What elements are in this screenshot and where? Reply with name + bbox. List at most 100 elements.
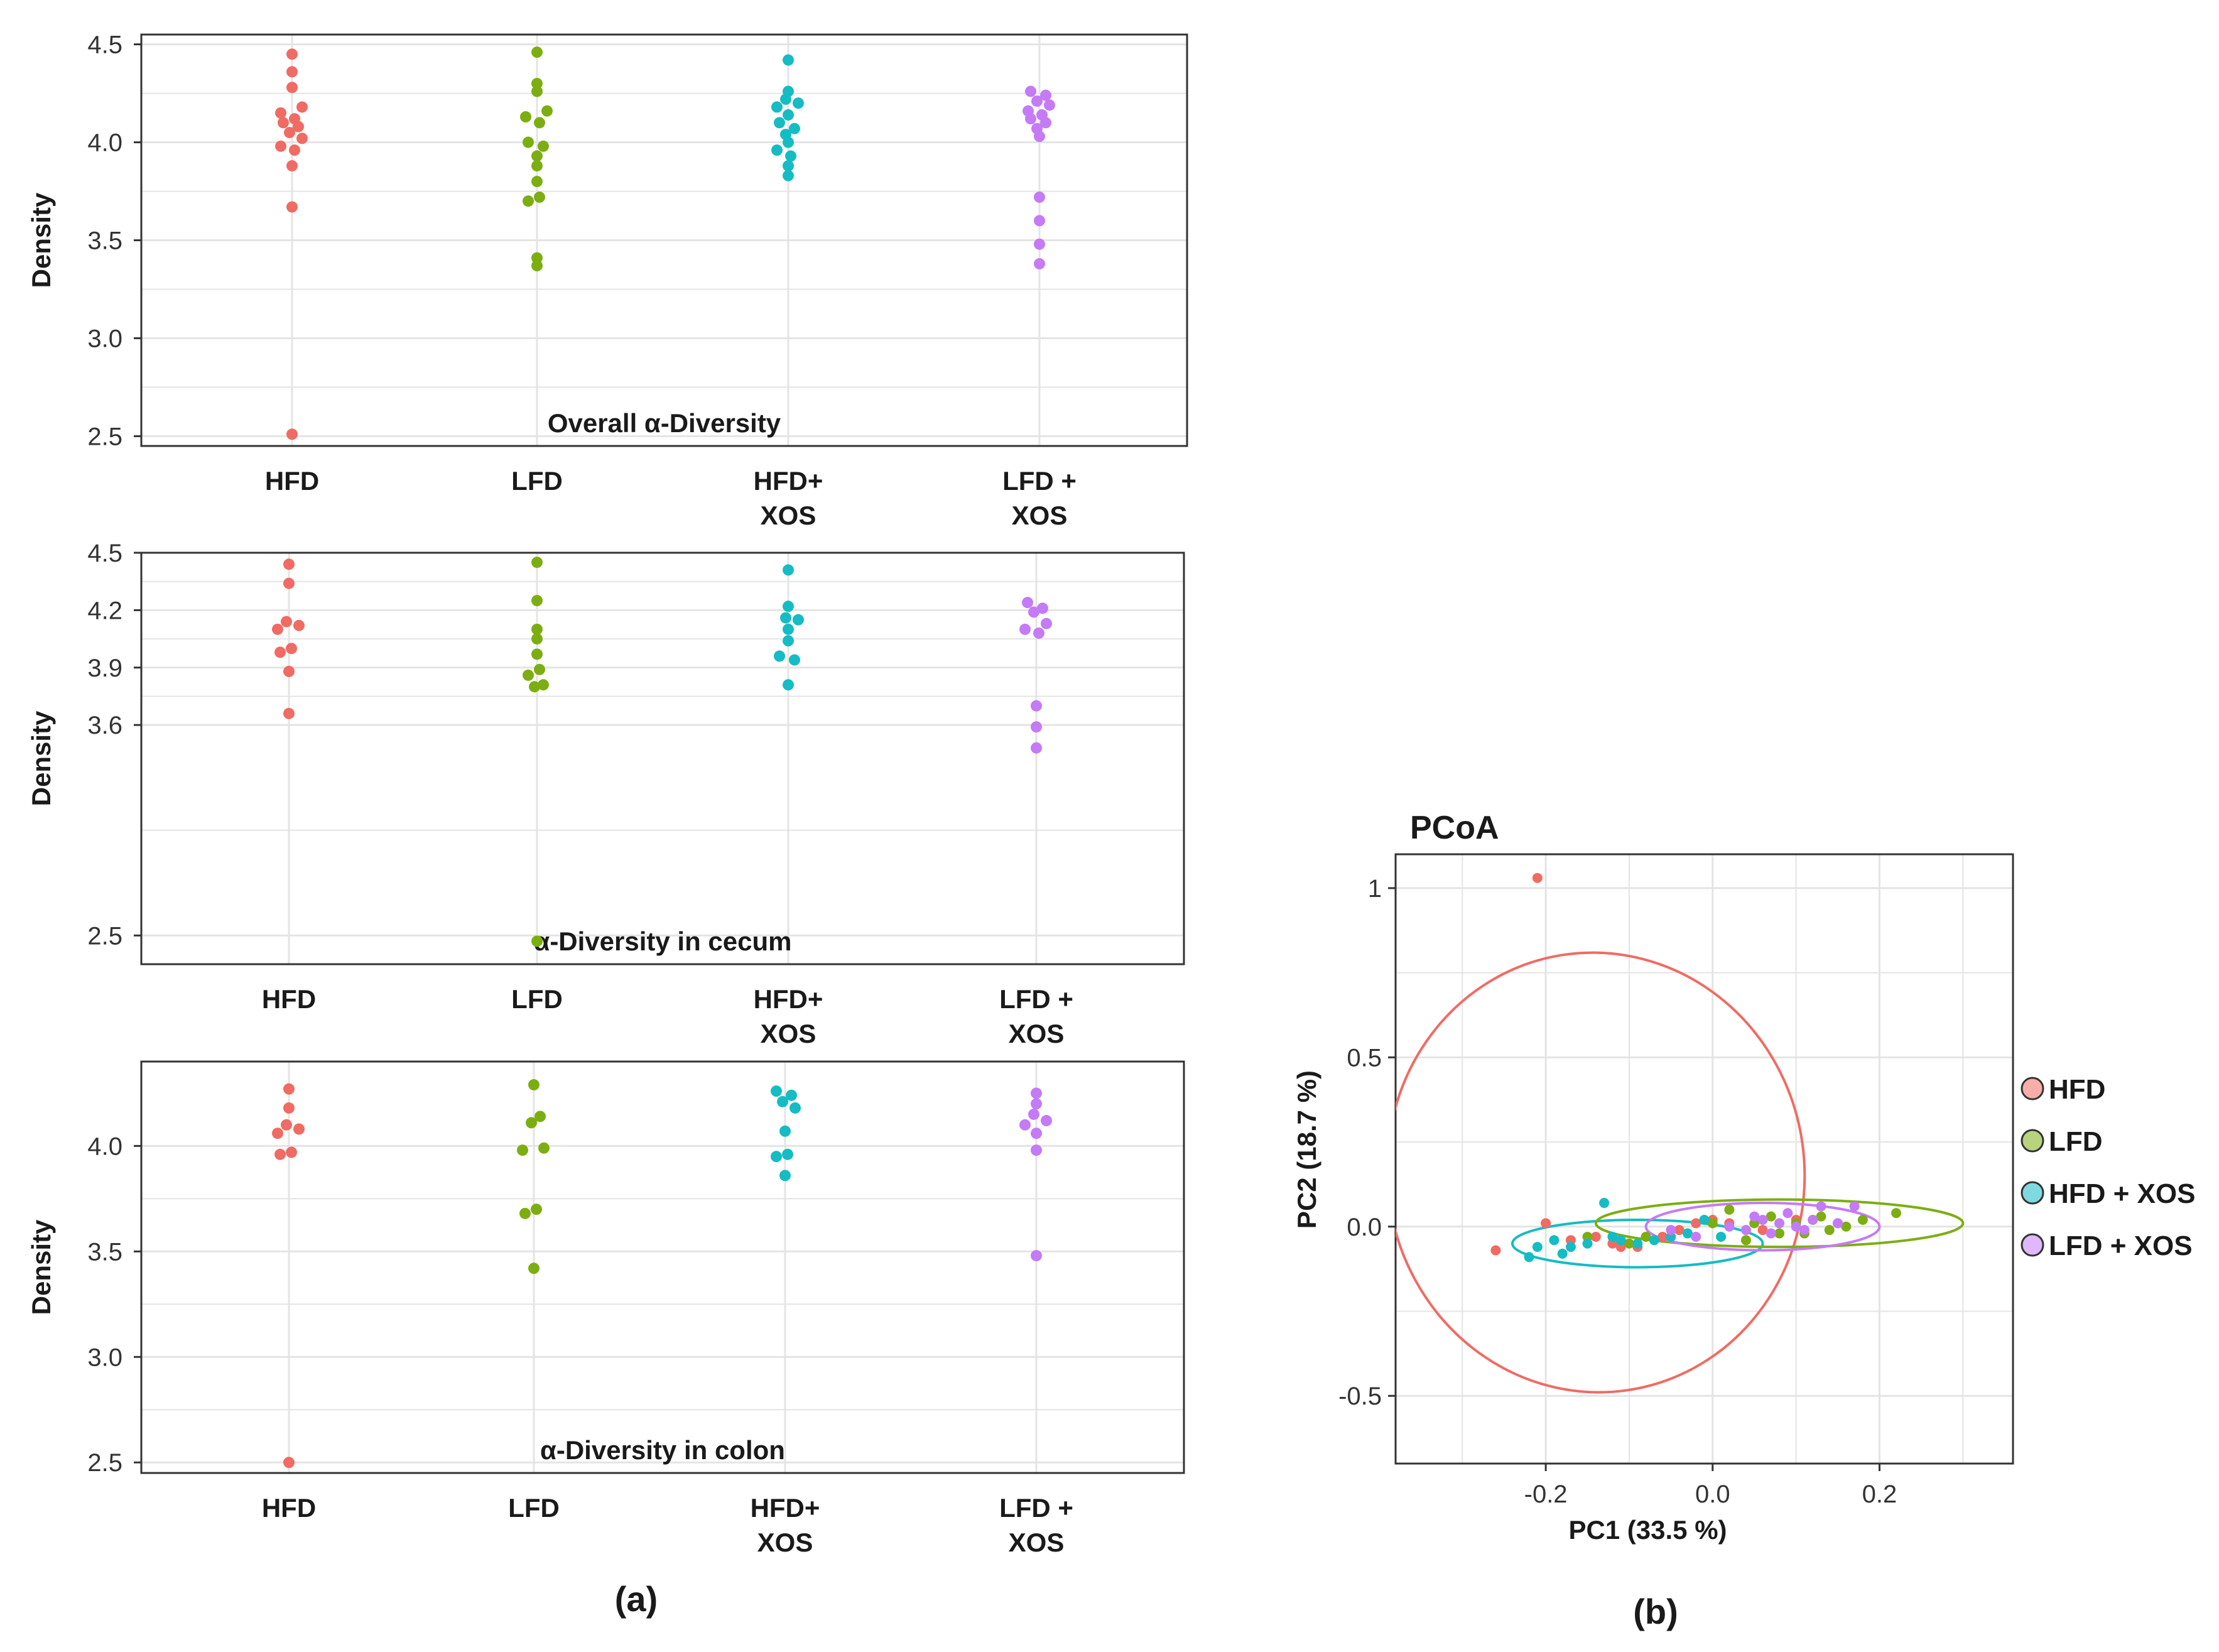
- data-point-hfd: [272, 623, 283, 635]
- category-label-hfd-xosxos: HFD+: [751, 1493, 820, 1523]
- data-point-hfd: [286, 428, 298, 440]
- pcoa-title: PCoA: [1410, 810, 1499, 846]
- legend-label-hfd-xosxos: HFD + XOS: [2049, 1178, 2196, 1209]
- data-point-lfd-xosxos: [1782, 1208, 1793, 1219]
- data-point-lfd: [534, 1111, 546, 1122]
- data-point-lfd: [1724, 1204, 1735, 1215]
- data-point-hfd: [286, 66, 298, 78]
- data-point-lfd: [529, 681, 540, 693]
- category-label-hfd-xosxos-line2: XOS: [761, 501, 817, 530]
- data-point-hfd-xosxos: [789, 654, 800, 666]
- data-point-lfd: [531, 260, 543, 272]
- data-point-hfd: [286, 82, 298, 94]
- data-point-lfd: [534, 663, 545, 675]
- data-point-hfd: [1657, 1231, 1668, 1242]
- data-point-lfd: [531, 1204, 542, 1215]
- data-point-lfd-xosxos: [1031, 721, 1042, 733]
- data-point-hfd-xosxos: [779, 1125, 791, 1137]
- data-point-hfd: [281, 616, 292, 628]
- category-label-hfd: HFD: [262, 984, 316, 1014]
- data-point-hfd: [274, 1148, 286, 1160]
- data-point-hfd-xosxos: [1607, 1231, 1618, 1242]
- data-point-hfd: [283, 707, 295, 719]
- data-point-lfd-xosxos: [1031, 1087, 1042, 1099]
- data-point-lfd-xosxos: [1031, 700, 1042, 712]
- data-point-hfd-xosxos: [1649, 1235, 1659, 1246]
- data-point-hfd-xosxos: [783, 109, 794, 121]
- data-point-hfd: [286, 643, 297, 655]
- plot-border: [1394, 853, 2014, 1465]
- data-point-lfd-xosxos: [1816, 1201, 1826, 1212]
- y-tick-label: 4.0: [87, 1133, 122, 1160]
- data-point-hfd-xosxos: [779, 1170, 791, 1182]
- data-point-lfd: [517, 1144, 528, 1156]
- data-point-hfd: [275, 140, 286, 152]
- data-point-lfd-xosxos: [1028, 606, 1039, 618]
- data-point-hfd: [1757, 1225, 1768, 1236]
- x-tick-label: 0.2: [1862, 1481, 1897, 1508]
- data-point-lfd-xosxos: [1031, 742, 1042, 754]
- data-point-hfd: [1674, 1225, 1685, 1236]
- y-axis-title: PC2 (18.7 %): [1292, 1070, 1321, 1229]
- data-point-lfd-xosxos: [1031, 1128, 1042, 1139]
- data-point-hfd: [289, 144, 300, 156]
- data-point-lfd: [531, 935, 543, 947]
- data-point-hfd: [296, 133, 308, 144]
- data-point-lfd-xosxos: [1031, 1098, 1042, 1110]
- data-point-hfd-xosxos: [1699, 1215, 1710, 1225]
- overall-diversity-plot: 4.5 4.0 3.5 3.0 2.5 Density Overall α-Diversit…: [26, 31, 1188, 530]
- data-point-hfd-xosxos: [1716, 1231, 1727, 1242]
- data-point-hfd: [278, 117, 289, 129]
- confidence-ellipse-hfd: [1396, 951, 1806, 1394]
- y-axis-title: Density: [26, 1219, 56, 1315]
- data-point-lfd: [1641, 1231, 1651, 1242]
- y-tick-label: 3.5: [87, 227, 122, 255]
- data-point-hfd-xosxos: [783, 160, 794, 171]
- category-label-lfd-xosxos: LFD +: [999, 1493, 1073, 1523]
- data-point-hfd: [281, 1119, 292, 1131]
- data-point-lfd-xosxos: [1041, 617, 1052, 629]
- data-point-lfd: [538, 679, 549, 691]
- legend-label-lfd-xosxos: LFD + XOS: [2049, 1231, 2193, 1261]
- data-point-lfd: [1816, 1211, 1826, 1222]
- category-label-lfd-xosxos-line2: XOS: [1012, 501, 1068, 530]
- data-point-hfd-xosxos: [1582, 1238, 1593, 1249]
- legend-label-lfd: LFD: [2049, 1126, 2103, 1157]
- x-tick-label: 0.0: [1695, 1481, 1730, 1508]
- data-point-lfd: [531, 77, 543, 89]
- legend-key-hfd: [2021, 1077, 2044, 1100]
- category-label-hfd-xosxos: HFD+: [754, 984, 823, 1014]
- data-point-hfd-xosxos: [1565, 1242, 1576, 1253]
- data-point-lfd: [528, 1079, 540, 1090]
- data-point-hfd-xosxos: [1615, 1235, 1626, 1246]
- data-point-lfd: [528, 1263, 540, 1274]
- data-point-lfd-xosxos: [1022, 597, 1033, 609]
- category-label-lfd: LFD: [508, 1493, 560, 1523]
- data-point-lfd-xosxos: [1791, 1221, 1801, 1232]
- data-point-lfd: [531, 46, 543, 58]
- data-point-hfd: [293, 121, 304, 133]
- category-label-lfd-xosxos-line2: XOS: [1009, 1528, 1065, 1557]
- data-point-hfd-xosxos: [793, 97, 804, 109]
- category-label-hfd: HFD: [265, 466, 319, 496]
- data-point-hfd: [284, 126, 295, 138]
- y-tick-label: 3.5: [87, 1238, 122, 1266]
- y-tick-label: -0.5: [1338, 1383, 1382, 1410]
- category-label-lfd-xosxos: LFD +: [999, 984, 1073, 1014]
- data-point-lfd: [531, 633, 543, 645]
- y-tick-label: 1: [1368, 875, 1382, 903]
- data-point-hfd-xosxos: [783, 679, 794, 691]
- data-point-hfd: [286, 1146, 297, 1158]
- data-point-lfd: [534, 117, 545, 129]
- data-point-hfd: [286, 48, 298, 60]
- legend-key-lfd-xosxos: [2021, 1233, 2044, 1257]
- panel-a-label: (a): [615, 1579, 658, 1619]
- data-point-lfd-xosxos: [1774, 1218, 1785, 1229]
- data-point-lfd-xosxos: [1019, 623, 1031, 635]
- category-label-hfd-xosxos: HFD+: [754, 466, 823, 496]
- data-point-hfd-xosxos: [783, 623, 794, 635]
- data-point-lfd: [1841, 1221, 1852, 1232]
- legend-key-hfd-xosxos: [2021, 1181, 2044, 1205]
- data-point-lfd-xosxos: [1766, 1228, 1776, 1239]
